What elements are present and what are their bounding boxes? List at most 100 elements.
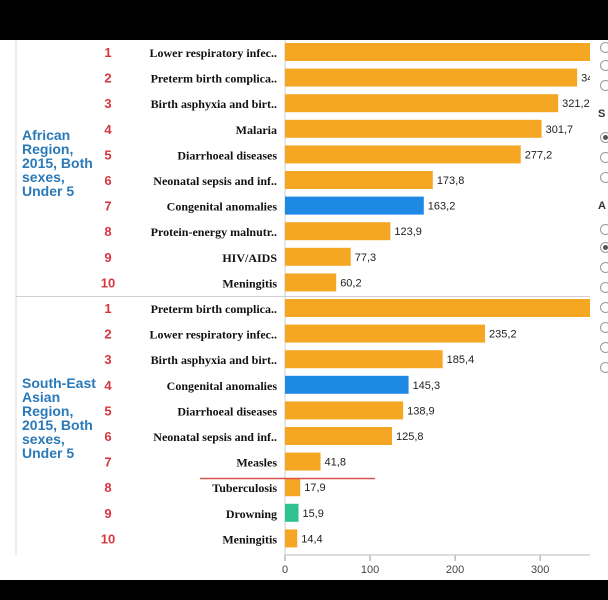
filter-radio[interactable] bbox=[600, 172, 608, 183]
filter-header-a: A bbox=[598, 200, 606, 212]
filter-radio[interactable] bbox=[600, 80, 608, 91]
rank-number: 7 bbox=[104, 199, 111, 214]
category-label: Birth asphyxia and birt.. bbox=[151, 353, 277, 367]
rank-number: 2 bbox=[104, 71, 111, 86]
value-label: 185,4 bbox=[447, 354, 475, 366]
bar[interactable] bbox=[285, 299, 608, 317]
category-label: Neonatal sepsis and inf.. bbox=[153, 430, 277, 444]
rank-number: 6 bbox=[104, 173, 111, 188]
filter-radio[interactable] bbox=[600, 262, 608, 273]
rank-number: 1 bbox=[104, 45, 111, 60]
category-label: Diarrhoeal diseases bbox=[177, 148, 277, 162]
rank-number: 3 bbox=[104, 352, 111, 367]
category-label: Birth asphyxia and birt.. bbox=[151, 97, 277, 111]
bar[interactable] bbox=[285, 222, 391, 241]
bar[interactable] bbox=[285, 145, 521, 164]
x-axis-tick-label: 300 bbox=[531, 564, 549, 576]
value-label: 123,9 bbox=[394, 226, 422, 238]
category-label: Protein-energy malnutr.. bbox=[151, 225, 277, 239]
value-label: 321,2 bbox=[562, 98, 590, 110]
filter-radio[interactable] bbox=[600, 302, 608, 313]
x-axis-tick-label: 200 bbox=[446, 564, 464, 576]
rank-number: 7 bbox=[104, 455, 111, 470]
value-label: 77,3 bbox=[355, 252, 376, 264]
rank-number: 10 bbox=[101, 275, 115, 290]
value-label: 277,2 bbox=[525, 149, 553, 161]
filter-radio-selected[interactable] bbox=[600, 242, 608, 253]
category-label: Congenital anomalies bbox=[167, 379, 278, 393]
rank-number: 3 bbox=[104, 96, 111, 111]
rank-number: 6 bbox=[104, 429, 111, 444]
rank-number: 2 bbox=[104, 327, 111, 342]
value-label: 14,4 bbox=[301, 533, 322, 545]
category-label: Measles bbox=[236, 456, 277, 470]
bar[interactable] bbox=[285, 503, 299, 522]
rank-number: 9 bbox=[104, 506, 111, 521]
category-label: HIV/AIDS bbox=[222, 251, 277, 265]
value-label: 60,2 bbox=[340, 277, 361, 289]
filter-radio[interactable] bbox=[600, 282, 608, 293]
value-label: 138,9 bbox=[407, 405, 435, 417]
filter-radio[interactable] bbox=[600, 362, 608, 373]
bar[interactable] bbox=[285, 94, 559, 113]
rank-number: 5 bbox=[104, 147, 111, 162]
bar[interactable] bbox=[285, 350, 443, 369]
filter-radio[interactable] bbox=[600, 224, 608, 235]
bar[interactable] bbox=[285, 529, 298, 548]
rank-number: 8 bbox=[104, 224, 111, 239]
value-label: 173,8 bbox=[437, 175, 465, 187]
bar[interactable] bbox=[285, 247, 351, 266]
filter-radio[interactable] bbox=[600, 342, 608, 353]
category-label: Meningitis bbox=[222, 532, 277, 546]
rank-number: 8 bbox=[104, 480, 111, 495]
visualization-area: 0 100 200 300 1 Lower respiratory infec.. 4 60,… bbox=[0, 40, 608, 580]
bar[interactable] bbox=[285, 324, 486, 343]
bar[interactable] bbox=[285, 43, 608, 61]
x-axis-tick-label: 0 bbox=[282, 564, 288, 576]
bar[interactable] bbox=[285, 375, 409, 394]
bar[interactable] bbox=[285, 196, 424, 215]
value-label: 41,8 bbox=[325, 457, 346, 469]
bar[interactable] bbox=[285, 273, 337, 292]
category-label: Meningitis bbox=[222, 276, 277, 290]
filter-radio[interactable] bbox=[600, 42, 608, 53]
group-label-african-region: African Region, 2015, Both sexes, Under … bbox=[22, 127, 93, 199]
bar[interactable] bbox=[285, 68, 578, 87]
filter-radio[interactable] bbox=[600, 322, 608, 333]
bar[interactable] bbox=[285, 427, 392, 445]
bar[interactable] bbox=[285, 478, 301, 497]
left-frame-edge bbox=[0, 40, 10, 580]
category-label: Neonatal sepsis and inf.. bbox=[153, 174, 277, 188]
category-label: Malaria bbox=[236, 123, 277, 137]
rank-number: 10 bbox=[101, 531, 115, 546]
category-label: Preterm birth complica.. bbox=[151, 72, 277, 86]
value-label: 15,9 bbox=[303, 508, 324, 520]
rank-number: 4 bbox=[104, 122, 112, 137]
category-label: Lower respiratory infec.. bbox=[149, 46, 277, 60]
filter-radio[interactable] bbox=[600, 60, 608, 71]
bar[interactable] bbox=[285, 452, 321, 471]
category-label: Diarrhoeal diseases bbox=[177, 404, 277, 418]
value-label: 163,2 bbox=[428, 201, 456, 213]
rank-number: 4 bbox=[104, 378, 112, 393]
rank-number: 1 bbox=[104, 301, 111, 316]
bar[interactable] bbox=[285, 171, 433, 189]
category-label: Tuberculosis bbox=[212, 481, 277, 495]
value-label: 17,9 bbox=[304, 482, 325, 494]
value-label: 125,8 bbox=[396, 431, 424, 443]
x-axis-tick-label: 100 bbox=[361, 564, 379, 576]
rank-number: 9 bbox=[104, 250, 111, 265]
bar[interactable] bbox=[285, 401, 404, 420]
group-label-south-east-asian-region: South-East Asian Region, 2015, Both sexe… bbox=[22, 375, 96, 461]
filter-radio[interactable] bbox=[600, 152, 608, 163]
rank-number: 5 bbox=[104, 403, 111, 418]
bar[interactable] bbox=[285, 119, 542, 138]
category-label: Lower respiratory infec.. bbox=[149, 328, 277, 342]
value-label: 145,3 bbox=[413, 380, 441, 392]
category-label: Drowning bbox=[226, 507, 277, 521]
filter-header-s: S bbox=[598, 108, 606, 120]
filter-radio-selected[interactable] bbox=[600, 132, 608, 143]
category-label: Congenital anomalies bbox=[167, 200, 278, 214]
value-label: 301,7 bbox=[546, 124, 574, 136]
bar-chart: 0 100 200 300 1 Lower respiratory infec.. 4 60,… bbox=[15, 40, 608, 576]
